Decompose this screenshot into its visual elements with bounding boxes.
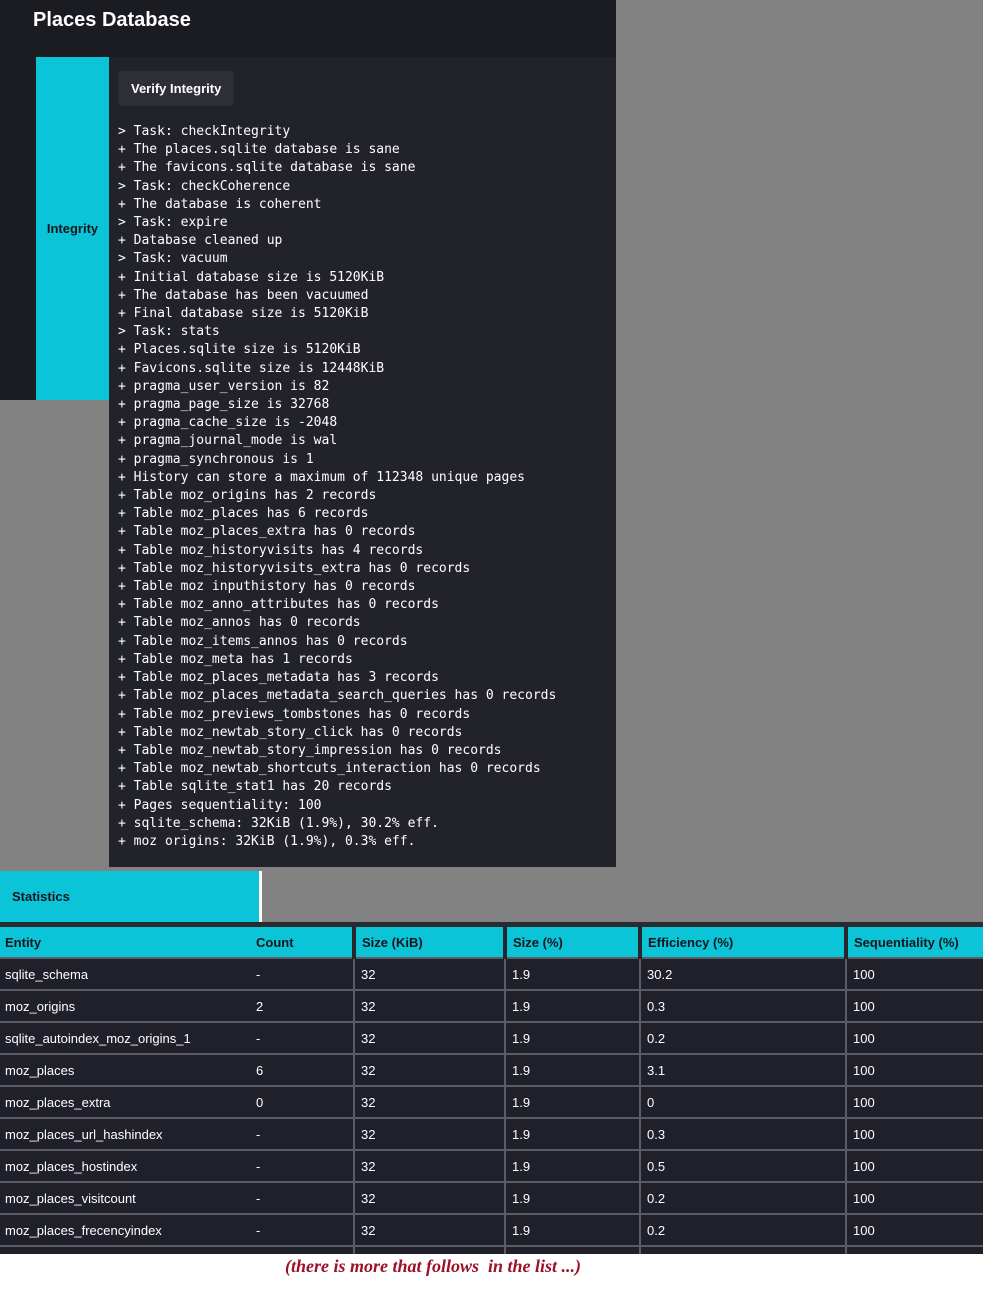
table-cell: sqlite_schema [0,957,250,990]
table-cell: 100 [845,1053,983,1086]
table-cell: 1.9 [504,1021,640,1054]
table-cell: sqlite_autoindex_moz_origins_1 [0,1021,250,1054]
table-cell: 32 [353,957,505,990]
table-row: moz_places_url_hashindex -32 1.9 0.3 100 [0,1117,983,1150]
table-top-border [0,922,983,927]
table-cell: 0.5 [639,1149,846,1182]
table-cell: moz_places_frecencyindex [0,1213,250,1246]
column-header-size-kib: Size (KiB) [352,927,505,958]
table-cell [639,1245,846,1254]
table-cell: 100 [845,1117,983,1150]
table-cell: - [250,1149,354,1182]
table-cell: 100 [845,1021,983,1054]
table-cell: moz_places_url_hashindex [0,1117,250,1150]
table-cell: 100 [845,1181,983,1214]
table-cell [250,1245,354,1254]
table-cell [0,1245,250,1254]
integrity-log-panel: Verify Integrity > Task: checkIntegrity … [109,57,616,867]
tab-integrity-label: Integrity [46,221,99,236]
table-cell: moz_places_hostindex [0,1149,250,1182]
table-cell: 2 [250,989,354,1022]
table-cell: - [250,1117,354,1150]
table-cell: 0.2 [639,1213,846,1246]
table-cell: moz_places [0,1053,250,1086]
column-header-sequentiality: Sequentiality (%) [844,927,983,958]
table-header-row: Entity Count Size (KiB) Size (%) Efficie… [0,927,983,958]
table-row: moz_places_hostindex -32 1.9 0.5 100 [0,1149,983,1182]
tab-statistics-label: Statistics [12,889,70,904]
table-cell [845,1245,983,1254]
table-cell: 3.1 [639,1053,846,1086]
table-cell: 1.9 [504,1149,640,1182]
tab-rail [0,57,36,400]
table-cell: 0.3 [639,1117,846,1150]
table-row-partial [0,1245,983,1254]
table-row: moz_places_frecencyindex -32 1.9 0.2 100 [0,1213,983,1246]
header-band: Places Database [0,0,616,57]
table-cell: 100 [845,1085,983,1118]
table-cell: moz_places_visitcount [0,1181,250,1214]
table-cell: 32 [353,1181,505,1214]
statistics-table: Entity Count Size (KiB) Size (%) Efficie… [0,927,983,1254]
table-cell: 0 [250,1085,354,1118]
table-cell: 1.9 [504,989,640,1022]
table-cell: 100 [845,989,983,1022]
table-cell [504,1245,640,1254]
table-row: moz_origins 2 32 1.9 0.3 100 [0,989,983,1022]
table-cell: 32 [353,1053,505,1086]
table-cell: 1.9 [504,1181,640,1214]
table-row: moz_places 6 32 1.9 3.1 100 [0,1053,983,1086]
table-row: moz_places_extra 0 32 1.9 0 100 [0,1085,983,1118]
table-cell: 32 [353,989,505,1022]
table-cell: 1.9 [504,1213,640,1246]
table-cell: 0.2 [639,1181,846,1214]
table-cell: 100 [845,1213,983,1246]
table-cell: 32 [353,1149,505,1182]
more-follows-note: (there is more that follows in the list … [284,1256,582,1276]
table-cell: 0 [639,1085,846,1118]
integrity-log-output: > Task: checkIntegrity + The places.sqli… [118,124,557,849]
column-header-efficiency: Efficiency (%) [638,927,846,958]
table-cell: 32 [353,1021,505,1054]
page-title: Places Database [33,9,191,31]
table-cell: - [250,957,354,990]
column-header-entity: Entity [0,927,250,958]
table-cell: 100 [845,957,983,990]
partial-row-body [0,1245,983,1254]
table-row: sqlite_schema -32 1.9 30.2 100 [0,957,983,990]
table-cell: 32 [353,1213,505,1246]
table-cell: moz_places_extra [0,1085,250,1118]
table-cell: 1.9 [504,1117,640,1150]
table-cell: 0.3 [639,989,846,1022]
table-header: Entity Count Size (KiB) Size (%) Efficie… [0,927,983,958]
table-cell: 100 [845,1149,983,1182]
table-row: sqlite_autoindex_moz_origins_1-32 1.9 0.2 1… [0,1021,983,1054]
verify-integrity-button[interactable]: Verify Integrity [118,71,235,106]
table-cell: - [250,1213,354,1246]
column-header-size-pct: Size (%) [503,927,640,958]
table-cell: - [250,1021,354,1054]
table-cell: 1.9 [504,1053,640,1086]
table-cell: 6 [250,1053,354,1086]
table-cell: 32 [353,1085,505,1118]
tab-integrity[interactable]: Integrity [36,57,109,400]
table-cell: 1.9 [504,957,640,990]
column-header-count: Count [250,927,354,958]
table-cell: 30.2 [639,957,846,990]
table-cell: 1.9 [504,1085,640,1118]
table-row: moz_places_visitcount -32 1.9 0.2 100 [0,1181,983,1214]
table-cell: 32 [353,1117,505,1150]
table-cell: moz_origins [0,989,250,1022]
stats-table-body: sqlite_schema -32 1.9 30.2 100 moz_origins 2 32… [0,957,983,1246]
table-cell [353,1245,505,1254]
tab-statistics[interactable]: Statistics [0,871,262,922]
table-cell: 0.2 [639,1021,846,1054]
table-cell: - [250,1181,354,1214]
